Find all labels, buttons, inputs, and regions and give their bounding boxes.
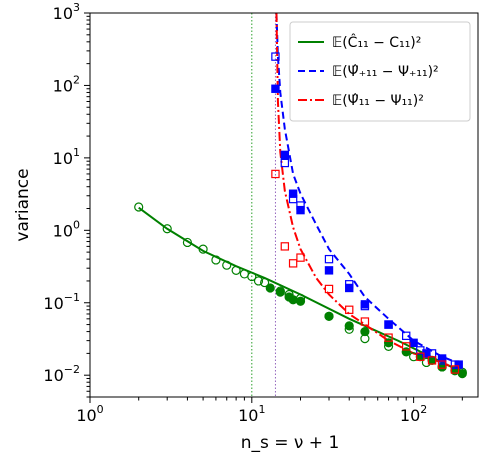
series-3-open-point xyxy=(280,242,290,251)
y-axis-label: variance xyxy=(13,168,33,241)
series-3-open-point xyxy=(427,356,437,365)
series-1-open-point xyxy=(231,265,241,275)
series-1-filled-point xyxy=(265,283,275,293)
y-tick-label: 103 xyxy=(53,1,80,23)
y-tick-label: 10−1 xyxy=(43,291,80,313)
y-axis-ticks: 10−2 10−1 100 101 102 103 xyxy=(43,1,90,398)
series-1-open-point xyxy=(198,244,208,254)
legend-label: 𝔼(Ĉ₁₁ − C₁₁)² xyxy=(332,33,421,51)
legend: 𝔼(Ĉ₁₁ − C₁₁)² 𝔼(Ψ̂₊₁₁ − Ψ₊₁₁)² 𝔼(Ψ̂₁₁ − Ψ₁… xyxy=(289,21,471,122)
series-3-open-point xyxy=(296,253,305,262)
y-tick-label: 100 xyxy=(53,218,80,240)
series-3-open-point xyxy=(271,169,280,179)
series-1-filled-point xyxy=(324,311,334,321)
series-2-filled-point xyxy=(288,189,298,198)
series-1-open-point xyxy=(222,260,232,270)
series-1-filled-point xyxy=(360,326,370,337)
data-markers xyxy=(134,52,467,379)
series-1-curve xyxy=(138,206,463,374)
series-3-open-point xyxy=(345,305,354,314)
x-tick-label: 102 xyxy=(400,403,427,425)
series-1-filled-point xyxy=(401,347,411,357)
series-1-open-point xyxy=(211,255,221,265)
series-1-filled-point xyxy=(427,355,437,366)
series-1-open-point xyxy=(253,276,264,286)
series-2-open-point xyxy=(324,254,334,264)
reference-lines xyxy=(251,13,276,397)
legend-box xyxy=(289,21,471,122)
series-2-filled-point xyxy=(345,283,354,293)
series-2-filled-point xyxy=(437,354,447,363)
series-1-open-point xyxy=(260,277,270,288)
series-1-open-point xyxy=(134,202,144,212)
series-1-open-point xyxy=(239,269,250,279)
series-1-open-point xyxy=(162,224,172,234)
legend-label: 𝔼(Ψ̂₊₁₁ − Ψ₊₁₁)² xyxy=(332,64,439,80)
x-axis-ticks: 100 101 102 xyxy=(76,397,463,425)
series-3-open-point xyxy=(437,360,447,369)
series-2-filled-point xyxy=(409,338,418,348)
series-1-filled-point xyxy=(295,296,306,306)
series-2-filled-point xyxy=(324,266,334,275)
series-1-open-point xyxy=(182,237,193,248)
x-axis-label: n_s = ν + 1 xyxy=(241,433,340,453)
series-3-open-point xyxy=(288,259,298,268)
series-2-open-point xyxy=(271,52,280,61)
series-3-open-point xyxy=(416,352,425,361)
y-tick-label: 102 xyxy=(53,73,80,95)
series-2-filled-point xyxy=(280,150,290,160)
series-1-filled-point xyxy=(383,338,394,348)
legend-label: 𝔼(Ψ̂₁₁ − Ψ₁₁)² xyxy=(332,93,424,109)
series-2-open-point xyxy=(280,158,290,168)
x-tick-label: 101 xyxy=(238,403,265,425)
series-2-filled-point xyxy=(271,84,280,93)
series-3-open-point xyxy=(360,317,370,326)
series-2-filled-point xyxy=(384,320,393,329)
plot-frame xyxy=(89,12,479,398)
series-2-open-point xyxy=(402,331,411,340)
series-3-open-point xyxy=(402,342,411,351)
series-3-open-point xyxy=(324,284,334,294)
series-3-open-point xyxy=(450,365,460,374)
series-1-filled-point xyxy=(457,369,467,379)
series-1-filled-point xyxy=(275,287,285,297)
series-2-filled-point xyxy=(296,205,305,215)
y-tick-label: 101 xyxy=(53,146,80,168)
series-1-filled-point xyxy=(344,321,354,331)
series-1-open-point xyxy=(247,271,257,282)
series-1-filled-point xyxy=(288,295,298,305)
series-2-filled-point xyxy=(360,300,370,309)
x-tick-label: 100 xyxy=(76,403,103,425)
y-tick-label: 10−2 xyxy=(43,363,80,385)
series-3-open-point xyxy=(384,333,393,342)
